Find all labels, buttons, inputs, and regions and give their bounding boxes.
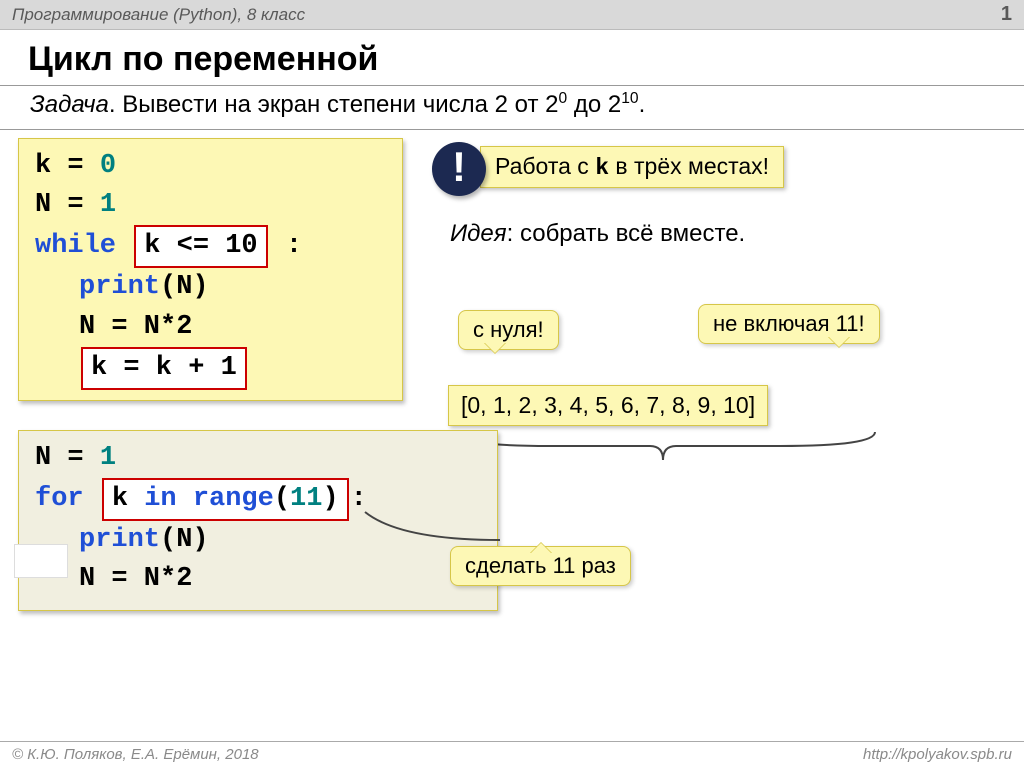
- course-title: Программирование (Python), 8 класс: [12, 5, 305, 25]
- page-number: 1: [1001, 3, 1012, 26]
- idea-text: : собрать всё вместе.: [507, 220, 746, 247]
- code-line: k = 0: [35, 147, 386, 186]
- code-while-block: k = 0 N = 1 while k <= 10 : print(N) N =…: [18, 138, 403, 401]
- slide-footer: © К.Ю. Поляков, Е.А. Ерёмин, 2018 http:/…: [0, 741, 1024, 767]
- warning-callout: Работа с k в трёх местах!: [480, 146, 784, 188]
- idea-label: Идея: [450, 220, 507, 247]
- footer-url: http://kpolyakov.spb.ru: [863, 746, 1012, 763]
- code-token: ): [322, 484, 338, 514]
- bubble-text: с нуля!: [473, 317, 544, 342]
- code-token: for: [35, 484, 84, 514]
- footer-copyright: © К.Ю. Поляков, Е.А. Ерёмин, 2018: [12, 746, 259, 763]
- bubble-text: не включая 11!: [713, 311, 865, 336]
- warning-badge: !: [432, 142, 486, 196]
- code-line: N = 1: [35, 186, 386, 225]
- code-token: (N): [160, 525, 209, 555]
- code-token: print: [79, 272, 160, 302]
- task-period: .: [639, 91, 646, 118]
- slide-header: Программирование (Python), 8 класс 1: [0, 0, 1024, 30]
- code-token: 1: [100, 190, 116, 220]
- task-label: Задача: [30, 91, 109, 118]
- bubble-text: сделать 11 раз: [465, 553, 616, 578]
- range-list-text: [0, 1, 2, 3, 4, 5, 6, 7, 8, 9, 10]: [461, 392, 755, 418]
- callout-text: в трёх местах!: [609, 153, 769, 179]
- code-token: :: [286, 231, 302, 261]
- task-text: . Вывести на экран степени числа 2 от 2: [109, 91, 559, 118]
- code-token: range: [177, 484, 274, 514]
- code-token: =: [51, 443, 100, 473]
- code-token: N = N*2: [79, 312, 192, 342]
- code-token: N: [35, 443, 51, 473]
- code-token: 1: [100, 443, 116, 473]
- code-token: 11: [290, 484, 322, 514]
- bubble-do-11-times: сделать 11 раз: [450, 546, 631, 586]
- overlay-patch: [14, 544, 68, 578]
- slide-content: k = 0 N = 1 while k <= 10 : print(N) N =…: [0, 130, 1024, 720]
- code-token: N: [35, 190, 51, 220]
- connector-line: [360, 510, 510, 550]
- code-token: 0: [100, 151, 116, 181]
- code-token: k <= 10: [144, 231, 257, 261]
- code-line: k = k + 1: [35, 347, 386, 390]
- callout-text: Работа с: [495, 153, 595, 179]
- exclamation-icon: !: [452, 143, 466, 190]
- code-token: in: [144, 484, 176, 514]
- task-exp-to: 10: [621, 90, 638, 107]
- slide-title: Цикл по переменной: [0, 30, 1024, 85]
- code-token: k: [35, 151, 51, 181]
- code-line: print(N): [35, 268, 386, 307]
- code-line: N = N*2: [35, 560, 481, 599]
- code-highlight-box: k <= 10: [134, 225, 267, 268]
- task-exp-from: 0: [559, 90, 568, 107]
- code-line: N = N*2: [35, 308, 386, 347]
- bubble-not-including: не включая 11!: [698, 304, 880, 344]
- code-line: N = 1: [35, 439, 481, 478]
- code-token: (N): [160, 272, 209, 302]
- code-token: k = k + 1: [91, 353, 237, 383]
- code-token: =: [51, 151, 100, 181]
- code-token: (: [274, 484, 290, 514]
- code-token: =: [51, 190, 100, 220]
- code-token: print: [79, 525, 160, 555]
- code-token: k: [112, 484, 144, 514]
- code-highlight-box: k = k + 1: [81, 347, 247, 390]
- code-highlight-box: k in range(11): [102, 478, 349, 521]
- range-list-display: [0, 1, 2, 3, 4, 5, 6, 7, 8, 9, 10]: [448, 385, 768, 426]
- task-middle: до 2: [567, 91, 621, 118]
- code-token: while: [35, 231, 116, 261]
- callout-var: k: [595, 155, 609, 181]
- code-token: N = N*2: [79, 564, 192, 594]
- code-line: while k <= 10 :: [35, 225, 386, 268]
- bubble-from-zero: с нуля!: [458, 310, 559, 350]
- idea-line: Идея: собрать всё вместе.: [450, 220, 745, 248]
- brace-icon: [450, 428, 880, 468]
- task-statement: Задача. Вывести на экран степени числа 2…: [0, 85, 1024, 130]
